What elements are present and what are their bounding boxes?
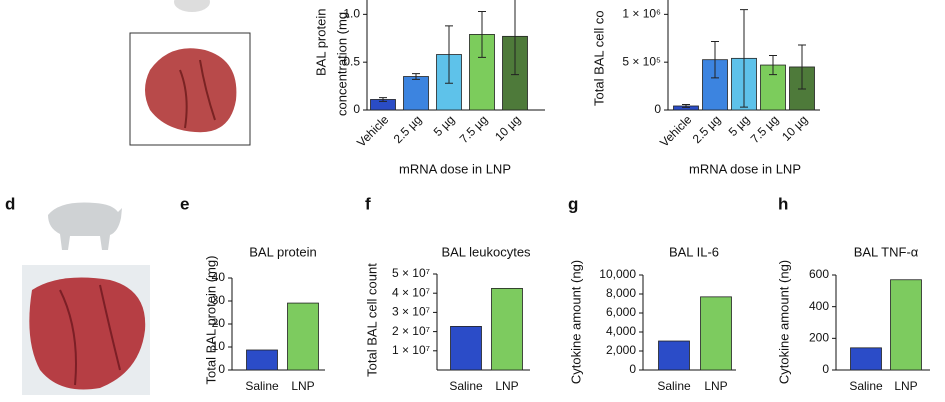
error-bar [682,104,690,108]
panel-letter: f [365,194,371,213]
x-tick-label: 7.5 µg [748,112,782,146]
bar [700,296,732,371]
y-tick-label: 30 [212,293,226,307]
panel-letter: h [778,194,788,213]
x-tick-label: LNP [704,379,727,393]
x-tick-label: 7.5 µg [457,112,491,146]
y-tick-label: 0 [218,362,225,376]
y-tick-label: 5 × 10⁵ [622,54,661,68]
chart-title: BAL protein [249,244,316,259]
error-bar [478,10,486,58]
bar [246,349,278,371]
x-tick-label: Saline [849,379,883,393]
bar [658,340,690,371]
x-tick-label: LNP [495,379,518,393]
bar [287,302,319,371]
x-tick-label: Saline [449,379,483,393]
chart-title: BAL IL-6 [669,244,719,259]
error-bar [711,41,719,79]
y-axis-label: Total BAL cell count [364,263,379,377]
bar [403,76,429,111]
y-tick-label: 0.5 [343,54,360,68]
x-axis-label: mRNA dose in LNP [399,161,511,176]
y-tick-label: 3 × 10⁷ [392,305,430,319]
y-tick-label: 0 [822,362,829,376]
y-axis-label: Total BAL protein (mg) [203,256,218,385]
bar [850,347,882,371]
lung-detail [179,59,216,129]
pig-icon [48,202,122,250]
x-tick-label: 2.5 µg [690,112,724,146]
error-bar [769,54,777,76]
y-tick-label: 2 × 10⁷ [392,324,430,338]
organ-icon [174,0,210,12]
x-tick-label: LNP [291,379,314,393]
x-tick-label: Vehicle [657,112,694,149]
y-tick-label: 400 [809,299,829,313]
y-tick-label: 1 × 10⁷ [392,343,430,357]
y-axis-label: Cytokine amount (ng) [568,260,583,384]
bar [491,287,523,371]
x-tick-label: Vehicle [354,112,391,149]
y-tick-label: 10,000 [599,267,636,281]
lung-photo [29,277,146,390]
y-axis-label: Cytokine amount (ng) [776,260,791,384]
y-tick-label: 6,000 [606,305,636,319]
x-tick-label: 10 µg [492,112,523,143]
x-tick-label: 5 µg [431,112,458,139]
y-tick-label: 600 [809,267,829,281]
x-tick-label: 10 µg [779,112,810,143]
error-bar [412,73,420,80]
panel-letter: g [568,194,578,213]
panel-letter: d [5,194,15,213]
error-bar [511,0,519,76]
error-bar [740,9,748,108]
y-tick-label: 1 × 10⁶ [622,7,661,21]
error-bar [798,44,806,90]
lung-photo [145,48,237,133]
x-axis-label: mRNA dose in LNP [689,161,801,176]
bar [450,326,482,371]
y-tick-label: 1.0 [343,7,360,21]
y-tick-label: 20 [212,316,226,330]
y-axis-label: Total BAL cell co [591,10,606,106]
y-tick-label: 0 [353,102,360,116]
x-tick-label: LNP [894,379,917,393]
panel-letter: e [180,194,189,213]
y-axis-label: concentration (mg [334,12,349,116]
y-tick-label: 4 × 10⁷ [392,285,430,299]
y-tick-label: 2,000 [606,343,636,357]
lung-detail [59,284,121,386]
x-tick-label: Saline [245,379,279,393]
y-axis-label: BAL protein [313,9,328,76]
y-tick-label: 5 × 10⁷ [392,266,430,280]
x-tick-label: 2.5 µg [391,112,425,146]
y-tick-label: 200 [809,331,829,345]
y-tick-label: 4,000 [606,324,636,338]
x-tick-label: Saline [657,379,691,393]
y-tick-label: 0 [654,102,661,116]
y-tick-label: 10 [212,339,226,353]
error-bar [379,97,387,102]
y-tick-label: 0 [629,362,636,376]
bar [890,279,922,371]
y-tick-label: 40 [212,270,226,284]
chart-title: BAL leukocytes [441,244,531,259]
y-tick-label: 8,000 [606,286,636,300]
error-bar [445,25,453,84]
chart-title: BAL TNF-α [854,244,919,259]
